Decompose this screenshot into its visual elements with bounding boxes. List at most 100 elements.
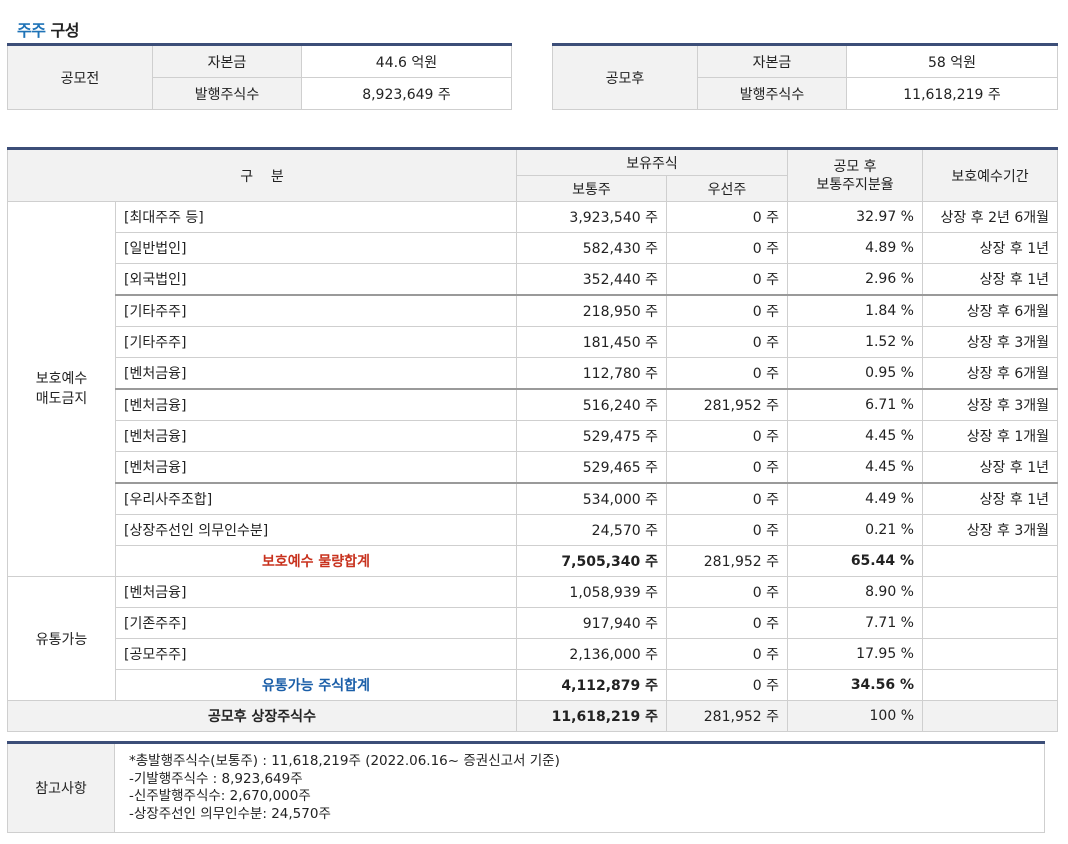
row-ratio: 2.96 % xyxy=(787,263,923,296)
total-common: 11,618,219 주 xyxy=(516,700,667,732)
before-offering-table: 공모전 자본금 44.6 억원 발행주식수 8,923,649 주 xyxy=(7,43,512,110)
before-shares-label: 발행주식수 xyxy=(152,77,302,110)
row-common: 917,940 주 xyxy=(516,607,667,639)
row-ratio: 17.95 % xyxy=(787,638,923,670)
row-ratio: 1.84 % xyxy=(787,294,923,327)
row-ratio: 4.89 % xyxy=(787,232,923,264)
row-period: 상장 후 1개월 xyxy=(922,420,1058,452)
row-name: [기타주주] xyxy=(115,326,517,358)
row-preferred: 0 주 xyxy=(666,232,788,264)
row-name: [벤처금융] xyxy=(115,420,517,452)
row-common: 3,923,540 주 xyxy=(516,201,667,233)
row-common: 529,475 주 xyxy=(516,420,667,452)
row-name: [우리사주조합] xyxy=(115,482,517,515)
after-capital-label: 자본금 xyxy=(697,44,847,78)
row-ratio: 4.49 % xyxy=(787,482,923,515)
row-name: [벤처금융] xyxy=(115,388,517,421)
row-common: 1,058,939 주 xyxy=(516,576,667,608)
row-preferred: 0 주 xyxy=(666,420,788,452)
row-period: 상장 후 3개월 xyxy=(922,326,1058,358)
header-holding: 보유주식 xyxy=(516,148,788,176)
row-common: 516,240 주 xyxy=(516,388,667,421)
header-category: 구 분 xyxy=(7,148,517,202)
row-preferred: 0 주 xyxy=(666,514,788,546)
note-table: 참고사항 *총발행주식수(보통주) : 11,618,219주 (2022.06… xyxy=(7,741,1045,833)
total-row: 공모후 상장주식수 11,618,219 주 281,952 주 100 % xyxy=(7,700,1058,732)
row-preferred: 0 주 xyxy=(666,357,788,390)
row-preferred: 0 주 xyxy=(666,263,788,296)
table-row: [벤처금융] 516,240 주 281,952 주 6.71 % 상장 후 3개월 xyxy=(8,388,1058,421)
tradable-subtotal-common: 4,112,879 주 xyxy=(516,669,667,701)
header-common: 보통주 xyxy=(516,175,667,202)
row-name: [벤처금융] xyxy=(115,451,517,484)
row-preferred: 0 주 xyxy=(666,482,788,515)
note-line: *총발행주식수(보통주) : 11,618,219주 (2022.06.16~ … xyxy=(129,753,560,769)
row-preferred: 0 주 xyxy=(666,201,788,233)
tradable-subtotal-ratio: 34.56 % xyxy=(787,669,923,701)
row-common: 24,570 주 xyxy=(516,514,667,546)
after-shares-label: 발행주식수 xyxy=(697,77,847,110)
row-ratio: 32.97 % xyxy=(787,201,923,233)
tradable-subtotal-preferred: 0 주 xyxy=(666,669,788,701)
note-line: -신주발행주식수: 2,670,000주 xyxy=(129,788,311,804)
header-preferred: 우선주 xyxy=(666,175,788,202)
row-ratio: 8.90 % xyxy=(787,576,923,608)
row-name: [공모주주] xyxy=(115,638,517,670)
total-ratio: 100 % xyxy=(787,700,923,732)
row-period: 상장 후 2년 6개월 xyxy=(922,201,1058,233)
row-name: [기존주주] xyxy=(115,607,517,639)
row-period xyxy=(922,576,1058,608)
row-common: 2,136,000 주 xyxy=(516,638,667,670)
row-ratio: 0.95 % xyxy=(787,357,923,390)
row-common: 218,950 주 xyxy=(516,294,667,327)
before-label: 공모전 xyxy=(7,44,153,110)
header-ratio: 공모 후 보통주지분율 xyxy=(787,148,923,202)
row-preferred: 0 주 xyxy=(666,451,788,484)
lockup-subtotal-ratio: 65.44 % xyxy=(787,545,923,577)
row-common: 181,450 주 xyxy=(516,326,667,358)
section-title-highlight: 주주 xyxy=(17,21,46,40)
row-ratio: 0.21 % xyxy=(787,514,923,546)
row-name: [일반법인] xyxy=(115,232,517,264)
before-shares-value: 8,923,649 주 xyxy=(301,77,512,110)
group-lockup-label: 보호예수 매도금지 xyxy=(7,201,116,577)
row-name: [벤처금융] xyxy=(115,576,517,608)
row-period: 상장 후 3개월 xyxy=(922,388,1058,421)
row-preferred: 0 주 xyxy=(666,326,788,358)
row-common: 112,780 주 xyxy=(516,357,667,390)
total-label: 공모후 상장주식수 xyxy=(7,700,517,732)
row-name: [벤처금융] xyxy=(115,357,517,390)
row-ratio: 4.45 % xyxy=(787,420,923,452)
row-ratio: 1.52 % xyxy=(787,326,923,358)
row-ratio: 7.71 % xyxy=(787,607,923,639)
after-capital-value: 58 억원 xyxy=(846,44,1058,78)
row-name: [상장주선인 의무인수분] xyxy=(115,514,517,546)
row-period: 상장 후 1년 xyxy=(922,263,1058,296)
note-label: 참고사항 xyxy=(7,742,115,833)
row-period: 상장 후 3개월 xyxy=(922,514,1058,546)
before-capital-value: 44.6 억원 xyxy=(301,44,512,78)
row-period: 상장 후 1년 xyxy=(922,232,1058,264)
row-period: 상장 후 6개월 xyxy=(922,357,1058,390)
lockup-subtotal-period xyxy=(922,545,1058,577)
tradable-subtotal-period xyxy=(922,669,1058,701)
row-ratio: 4.45 % xyxy=(787,451,923,484)
lockup-subtotal-preferred: 281,952 주 xyxy=(666,545,788,577)
row-period xyxy=(922,607,1058,639)
row-preferred: 0 주 xyxy=(666,607,788,639)
note-line: -상장주선인 의무인수분: 24,570주 xyxy=(129,805,331,822)
